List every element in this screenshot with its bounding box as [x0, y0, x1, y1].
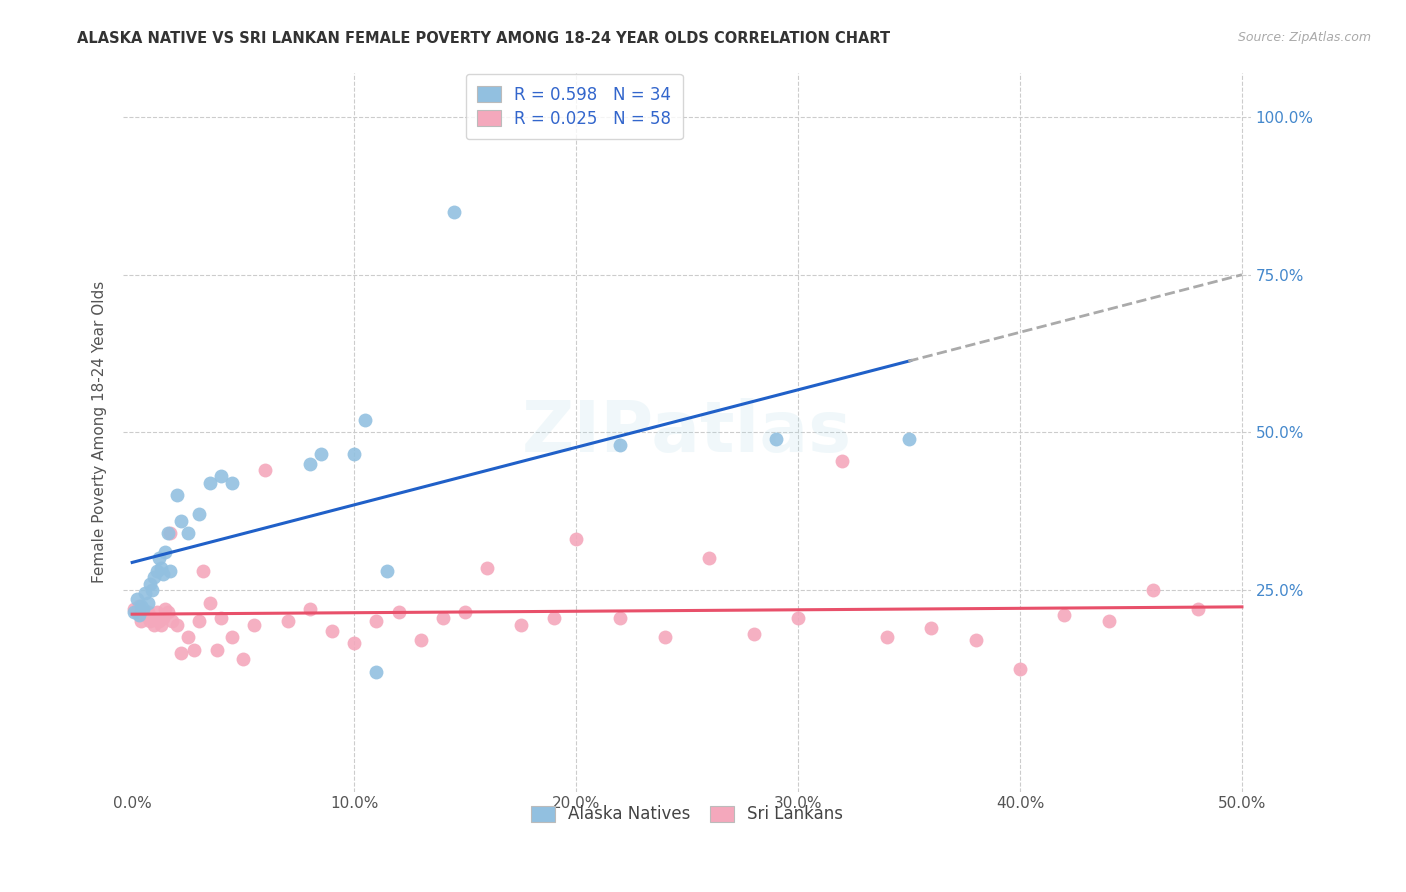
Point: [160, 615, 183, 629]
Point: [128, 608, 150, 623]
Point: [432, 611, 454, 625]
Point: [145, 564, 167, 578]
Point: [132, 602, 155, 616]
Point: [136, 605, 159, 619]
Point: [155, 545, 177, 559]
Point: [366, 615, 388, 629]
Point: [148, 551, 170, 566]
Point: [134, 586, 156, 600]
Point: [139, 615, 162, 629]
Point: [198, 595, 221, 609]
Point: [150, 617, 173, 632]
Point: [156, 605, 179, 619]
Point: [765, 432, 787, 446]
Point: [609, 611, 631, 625]
Text: Source: ZipAtlas.com: Source: ZipAtlas.com: [1237, 31, 1371, 45]
Point: [898, 432, 921, 446]
Point: [152, 611, 174, 625]
Point: [343, 636, 366, 650]
Point: [176, 526, 198, 541]
Point: [176, 630, 198, 644]
Point: [205, 642, 228, 657]
Point: [124, 605, 146, 619]
Point: [254, 463, 277, 477]
Point: [170, 514, 193, 528]
Point: [377, 564, 399, 578]
Point: [156, 526, 179, 541]
Text: ZIPatlas: ZIPatlas: [522, 398, 852, 467]
Point: [141, 611, 163, 625]
Legend: Alaska Natives, Sri Lankans: Alaska Natives, Sri Lankans: [524, 798, 849, 830]
Point: [124, 602, 146, 616]
Point: [1053, 608, 1076, 623]
Point: [787, 611, 810, 625]
Point: [366, 665, 388, 679]
Point: [243, 617, 266, 632]
Point: [152, 567, 174, 582]
Point: [209, 469, 232, 483]
Point: [277, 615, 299, 629]
Point: [129, 615, 152, 629]
Point: [920, 621, 942, 635]
Point: [742, 627, 765, 641]
Point: [354, 413, 377, 427]
Point: [409, 633, 432, 648]
Point: [166, 488, 188, 502]
Point: [454, 605, 477, 619]
Point: [139, 576, 162, 591]
Point: [198, 475, 221, 490]
Point: [136, 595, 159, 609]
Point: [509, 617, 531, 632]
Point: [159, 564, 181, 578]
Point: [443, 204, 465, 219]
Point: [125, 605, 148, 619]
Point: [321, 624, 343, 638]
Point: [309, 447, 332, 461]
Point: [159, 526, 181, 541]
Point: [128, 599, 150, 613]
Point: [477, 561, 499, 575]
Point: [831, 453, 853, 467]
Point: [170, 646, 193, 660]
Point: [654, 630, 676, 644]
Point: [298, 457, 321, 471]
Point: [1008, 662, 1031, 676]
Point: [343, 447, 366, 461]
Point: [134, 608, 156, 623]
Point: [221, 630, 243, 644]
Point: [697, 551, 720, 566]
Point: [150, 561, 173, 575]
Point: [183, 642, 205, 657]
Point: [565, 533, 588, 547]
Point: [125, 592, 148, 607]
Point: [232, 652, 254, 666]
Point: [609, 438, 631, 452]
Point: [129, 599, 152, 613]
Point: [143, 570, 166, 584]
Point: [148, 615, 170, 629]
Point: [166, 617, 188, 632]
Point: [1142, 582, 1164, 597]
Point: [145, 605, 167, 619]
Point: [298, 602, 321, 616]
Point: [965, 633, 987, 648]
Point: [543, 611, 565, 625]
Point: [143, 617, 166, 632]
Text: ALASKA NATIVE VS SRI LANKAN FEMALE POVERTY AMONG 18-24 YEAR OLDS CORRELATION CHA: ALASKA NATIVE VS SRI LANKAN FEMALE POVER…: [77, 31, 890, 46]
Point: [876, 630, 898, 644]
Point: [209, 611, 232, 625]
Point: [387, 605, 409, 619]
Point: [132, 605, 155, 619]
Point: [141, 582, 163, 597]
Y-axis label: Female Poverty Among 18-24 Year Olds: Female Poverty Among 18-24 Year Olds: [93, 281, 107, 583]
Point: [187, 615, 209, 629]
Point: [221, 475, 243, 490]
Point: [1098, 615, 1121, 629]
Point: [187, 508, 209, 522]
Point: [155, 602, 177, 616]
Point: [193, 564, 215, 578]
Point: [1187, 602, 1209, 616]
